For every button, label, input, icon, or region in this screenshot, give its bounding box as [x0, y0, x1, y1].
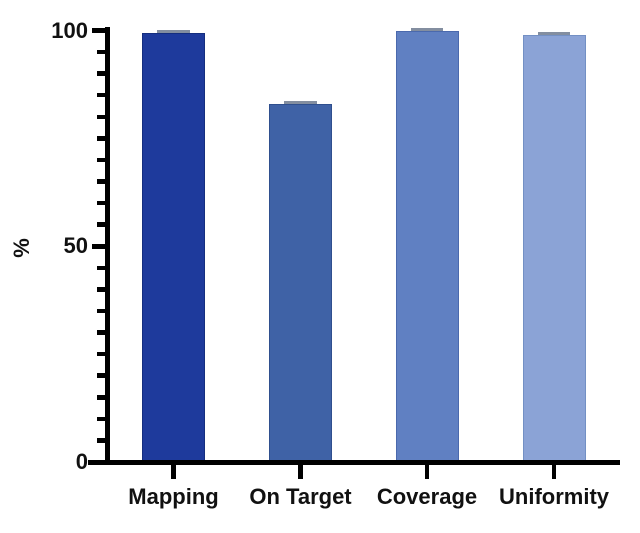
- y-minor-tick: [97, 179, 105, 184]
- y-minor-tick: [97, 222, 105, 227]
- x-category-tick: [298, 464, 303, 479]
- y-tick-label: 100: [51, 17, 88, 43]
- y-minor-tick: [97, 373, 105, 378]
- y-tick-label: 50: [63, 233, 88, 259]
- y-minor-tick: [97, 114, 105, 120]
- y-minor-tick: [97, 438, 105, 443]
- bar-on-target: [269, 103, 332, 460]
- y-minor-tick: [97, 71, 105, 76]
- error-bar-cap: [537, 31, 571, 35]
- x-category-label: Mapping: [128, 484, 219, 509]
- x-category-label: Coverage: [376, 484, 478, 509]
- x-category-tick: [424, 464, 430, 479]
- y-minor-tick: [97, 92, 105, 98]
- y-minor-tick: [97, 395, 105, 400]
- y-minor-tick: [97, 351, 105, 357]
- y-minor-tick: [97, 136, 105, 141]
- y-minor-tick: [97, 49, 105, 55]
- y-minor-tick: [97, 416, 105, 422]
- y-minor-tick: [97, 287, 105, 292]
- x-category-tick: [551, 464, 557, 479]
- y-minor-tick: [97, 200, 105, 206]
- bar-coverage: [395, 30, 459, 460]
- y-major-tick: [92, 244, 105, 249]
- y-minor-tick: [97, 330, 105, 335]
- x-axis-line: [88, 459, 620, 465]
- bar-mapping: [142, 32, 205, 460]
- error-bar-cap: [410, 27, 444, 31]
- error-bar-cap: [284, 100, 317, 104]
- x-category-label: On Target: [249, 484, 352, 509]
- y-major-tick: [92, 28, 105, 33]
- bar-uniformity: [522, 34, 586, 460]
- y-tick-label: 0: [75, 449, 88, 474]
- error-bar-cap: [157, 29, 190, 33]
- y-minor-tick: [97, 308, 105, 314]
- x-category-tick: [171, 464, 176, 479]
- y-axis-line: [105, 27, 110, 465]
- x-category-label: Uniformity: [499, 484, 609, 509]
- y-minor-tick: [97, 157, 105, 163]
- y-minor-tick: [97, 265, 105, 271]
